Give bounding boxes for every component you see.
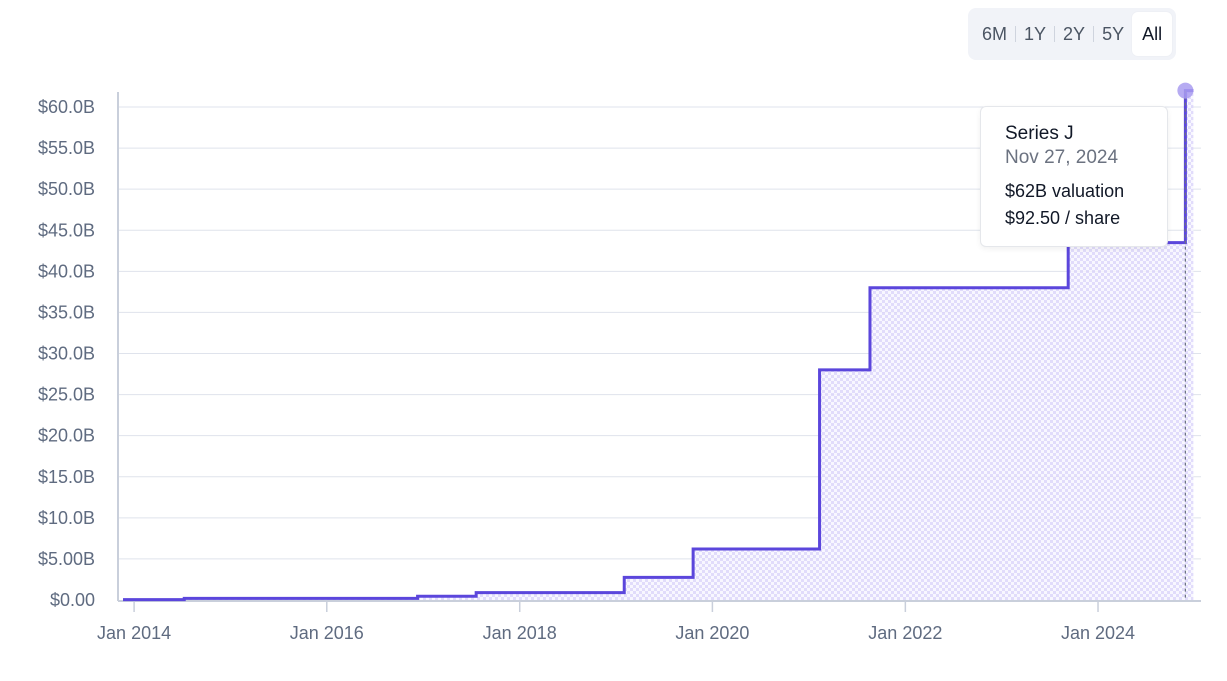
y-tick-label: $45.0B	[38, 220, 95, 240]
tooltip-title: Series J	[1005, 123, 1074, 144]
axes	[117, 92, 1201, 612]
y-tick-label: $50.0B	[38, 179, 95, 199]
tooltip-valuation: $62B valuation	[1005, 181, 1125, 201]
y-tick-label: $5.00B	[38, 549, 95, 569]
time-range-selector: 6M 1Y 2Y 5Y All	[968, 8, 1177, 60]
x-tick-label: Jan 2018	[483, 623, 557, 643]
x-tick-label: Jan 2022	[868, 623, 942, 643]
x-tick-label: Jan 2020	[675, 623, 749, 643]
range-6m-button[interactable]: 6M	[982, 24, 1008, 44]
data-tooltip: Series J Nov 27, 2024 $62B valuation $92…	[980, 106, 1168, 247]
y-tick-label: $25.0B	[38, 385, 95, 405]
area-fill-path	[123, 90, 1194, 601]
y-tick-label: $35.0B	[38, 302, 95, 322]
range-separator	[1054, 26, 1056, 42]
area-fill	[123, 90, 1194, 601]
x-axis-tick-labels: Jan 2014 Jan 2016 Jan 2018 Jan 2020 Jan 2022…	[97, 623, 1135, 643]
x-tick-label: Jan 2016	[290, 623, 364, 643]
tooltip-date: Nov 27, 2024	[1005, 147, 1119, 168]
x-tick-label: Jan 2014	[97, 623, 171, 643]
range-separator	[1093, 26, 1095, 42]
y-axis-tick-labels: $0.00 $5.00B $10.0B $15.0B $20.0B $25.0B $30.0…	[38, 97, 95, 610]
range-2y-button[interactable]: 2Y	[1063, 24, 1086, 44]
y-tick-label: $60.0B	[38, 97, 95, 117]
range-5y-button[interactable]: 5Y	[1102, 24, 1125, 44]
x-tick-label: Jan 2024	[1061, 623, 1135, 643]
y-tick-label: $0.00	[50, 590, 95, 610]
range-1y-button[interactable]: 1Y	[1024, 24, 1047, 44]
y-tick-label: $15.0B	[38, 467, 95, 487]
y-tick-label: $30.0B	[38, 344, 95, 364]
y-tick-label: $40.0B	[38, 261, 95, 281]
valuation-line	[123, 89, 1194, 602]
hover-marker	[1177, 82, 1194, 99]
y-tick-label: $20.0B	[38, 426, 95, 446]
y-tick-label: $10.0B	[38, 508, 95, 528]
y-tick-label: $55.0B	[38, 138, 95, 158]
range-separator	[1015, 26, 1017, 42]
hover-layer	[1177, 82, 1194, 600]
tooltip-price: $92.50 / share	[1005, 208, 1121, 228]
range-all-button[interactable]: All	[1132, 12, 1173, 56]
